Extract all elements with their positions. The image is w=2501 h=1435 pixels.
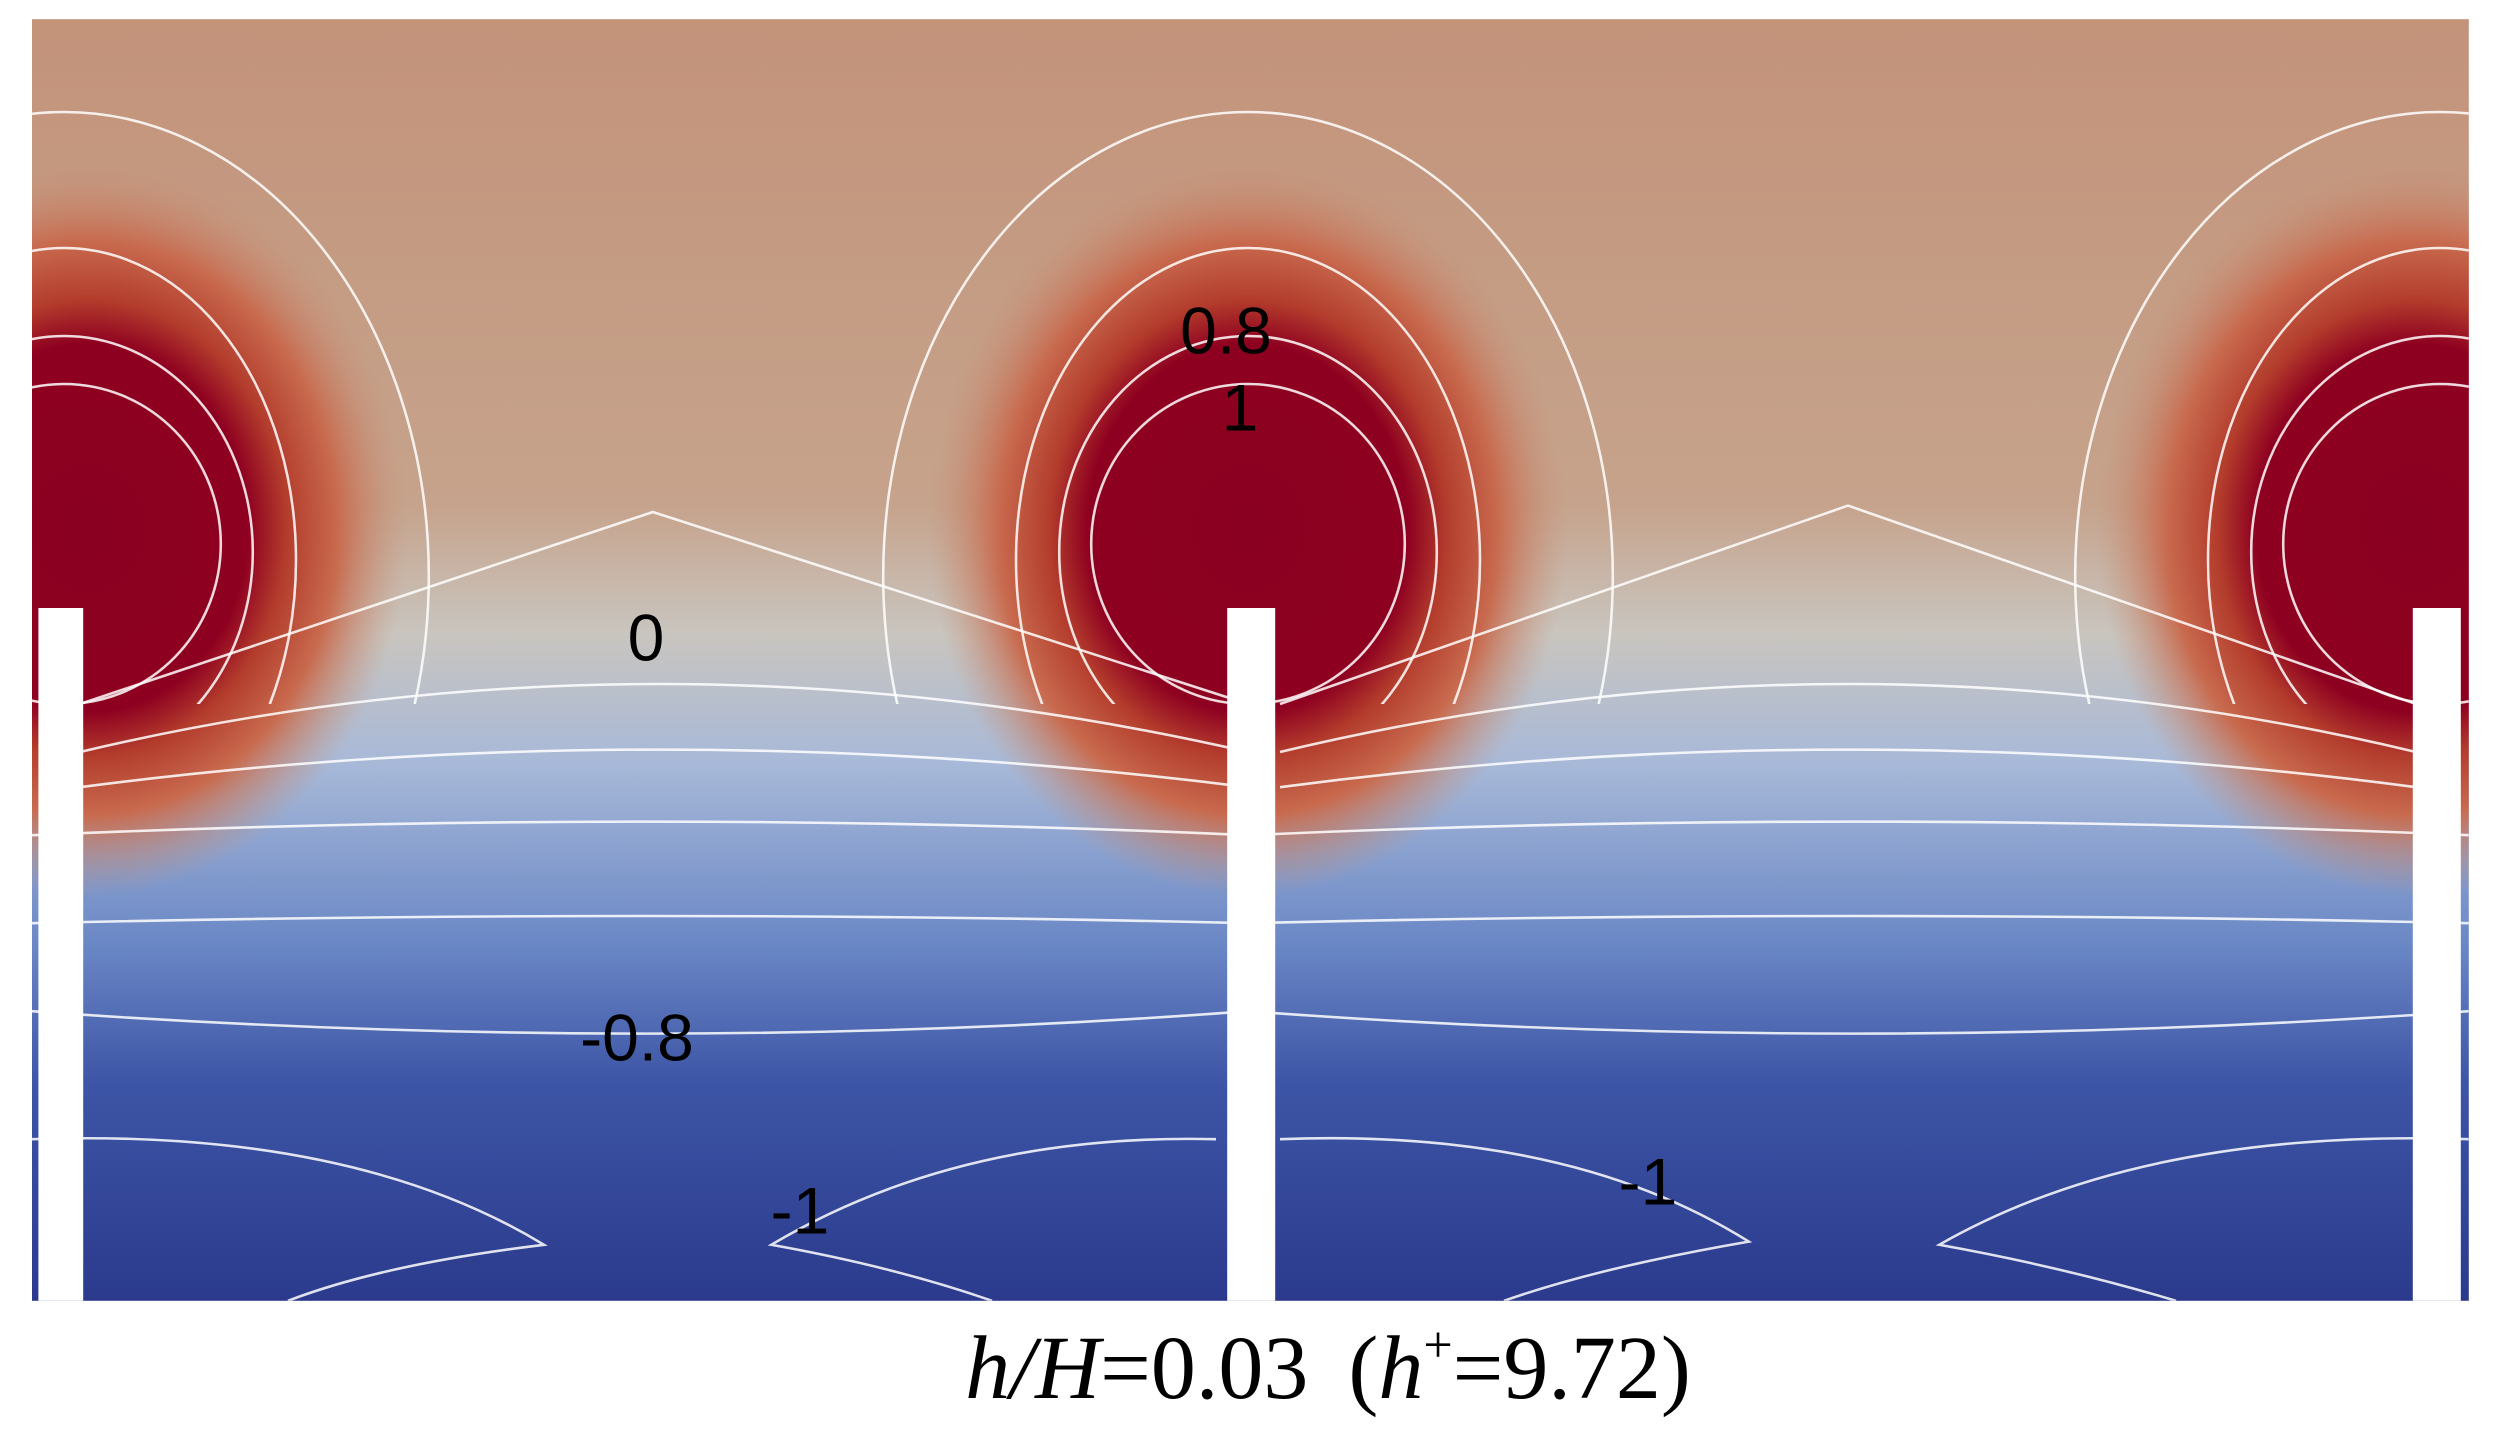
- fin: [1227, 608, 1276, 1301]
- caption-var: h: [1378, 1319, 1423, 1418]
- contour-label: 0: [628, 600, 665, 674]
- caption-var: h/H: [965, 1319, 1105, 1418]
- contour-label: 1: [1222, 370, 1259, 444]
- contour-plot: [32, 19, 2469, 1301]
- contour-label: 0.8: [1180, 293, 1272, 367]
- caption-value: =0.03: [1100, 1319, 1308, 1418]
- caption: h/H=0.03 (h+=9.72): [965, 1317, 1691, 1418]
- caption-paren: ): [1661, 1319, 1691, 1418]
- fin: [38, 608, 84, 1301]
- caption-sup: +: [1423, 1317, 1452, 1374]
- fin: [2412, 608, 2461, 1301]
- contour-label: -0.8: [580, 1000, 694, 1074]
- contour-label: -1: [1619, 1144, 1678, 1218]
- contour-lines-upper: [32, 110, 2469, 705]
- caption-value: =9.72: [1453, 1319, 1661, 1418]
- contour-label: -1: [771, 1173, 830, 1247]
- caption-paren: (: [1348, 1319, 1378, 1418]
